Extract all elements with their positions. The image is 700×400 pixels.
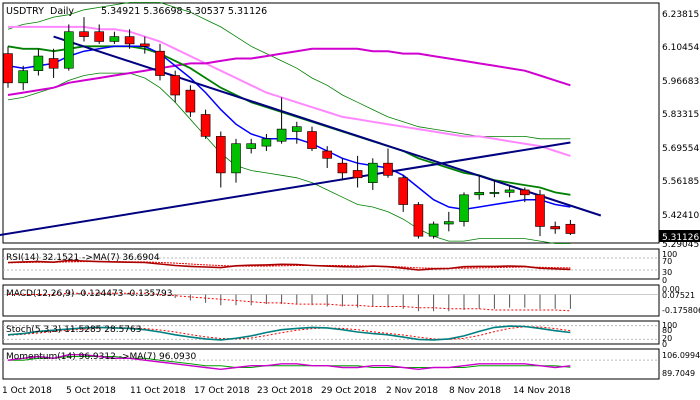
price-axis: 6.23815 6.10454 5.96683 5.83315 5.69554 … [662, 10, 699, 250]
date-tick: 5 Oct 2018 [66, 386, 116, 396]
candle [140, 43, 150, 47]
candle [200, 114, 211, 137]
price-tick: 5.56185 [662, 177, 699, 187]
stoch-tick: 100 [662, 321, 677, 330]
macd-plot [3, 290, 659, 312]
date-tick: 23 Oct 2018 [257, 386, 313, 396]
candle [367, 162, 378, 183]
candle [276, 128, 287, 142]
candle [48, 58, 59, 69]
momentum-tick: 89.7049 [662, 369, 695, 378]
price-tick: 5.69554 [662, 144, 699, 154]
price-tick: 6.23815 [662, 10, 699, 20]
stoch-plot [3, 325, 659, 341]
bollinger-lower [7, 72, 571, 244]
price-tick: 5.29045 [662, 240, 699, 250]
momentum-plot [3, 354, 659, 371]
candle [337, 162, 348, 174]
candle [504, 189, 515, 193]
candle [109, 36, 120, 42]
rsi-tick: 30 [662, 268, 672, 277]
candle [246, 143, 256, 149]
candle [535, 194, 545, 227]
symbol-label: USDTRY [6, 6, 44, 17]
ohlc-readout: 5.34921 5.36698 5.30537 5.31126 [101, 6, 267, 17]
candle [185, 89, 196, 113]
uptrend-line [0, 141, 571, 236]
candle [459, 194, 469, 222]
candle [261, 138, 272, 147]
rsi-tick: 0 [662, 276, 667, 285]
date-tick: 8 Nov 2018 [449, 386, 501, 396]
candle [474, 192, 485, 196]
candle [383, 162, 393, 176]
current-price-label: 5.31126 [662, 233, 699, 243]
macd-tick: 0.00 [662, 285, 680, 294]
rsi-line [7, 259, 571, 271]
candle [550, 226, 561, 230]
candle [79, 31, 89, 37]
candle [443, 221, 454, 225]
candle [398, 177, 409, 205]
candle [307, 131, 317, 149]
stoch-tick: 20 [662, 334, 672, 343]
macd-tick: -0.175806 [662, 306, 700, 315]
date-tick: 1 Oct 2018 [2, 386, 52, 396]
candle [428, 223, 439, 237]
candle [94, 31, 104, 42]
candle [155, 50, 165, 76]
date-tick: 11 Oct 2018 [130, 386, 186, 396]
price-plot [0, 2, 602, 244]
stoch-tick: 0 [662, 340, 667, 349]
stoch-tick: 80 [662, 326, 672, 335]
candle [352, 170, 363, 179]
rsi-tick: 100 [662, 250, 677, 259]
candle [170, 75, 180, 96]
price-tick: 5.96683 [662, 77, 699, 87]
candle [519, 189, 530, 196]
stoch-main-line [7, 325, 571, 341]
current-price-box [659, 230, 700, 242]
rsi-plot [3, 257, 659, 271]
macd-panel[interactable] [2, 284, 660, 317]
candle [489, 192, 500, 194]
date-tick: 17 Oct 2018 [194, 386, 250, 396]
date-tick: 14 Nov 2018 [513, 386, 571, 396]
ma-magenta-line [7, 47, 571, 96]
macd-signal-line [8, 292, 571, 312]
candle [413, 204, 424, 237]
candle [64, 31, 74, 69]
momentum-tick: 106.0994 [662, 351, 700, 360]
price-tick: 5.42410 [662, 211, 699, 221]
rsi-label: RSI(14) 32.1521 ->MA(7) 36.6904 [6, 253, 160, 263]
date-tick: 2 Nov 2018 [386, 386, 438, 396]
ma-blue-line [7, 45, 571, 211]
candle [33, 55, 44, 71]
ma-pink-line [8, 25, 571, 157]
candle [18, 70, 29, 84]
stoch-label: Stoch(5,3,3) 11.5285 28.5763 [6, 325, 141, 335]
price-tick: 6.10454 [662, 43, 699, 53]
time-axis: 1 Oct 2018 5 Oct 2018 11 Oct 2018 17 Oct… [2, 378, 659, 396]
rsi-tick: 70 [662, 257, 672, 266]
candle [3, 53, 13, 84]
candle [322, 150, 333, 159]
momentum-label: Momentum(14) 96.9312 ->MA(7) 96.0930 [6, 352, 197, 362]
candle [565, 223, 576, 234]
price-tick: 5.83315 [662, 110, 699, 120]
candle [124, 36, 135, 45]
candle [231, 143, 241, 174]
macd-label: MACD(12,26,9) -0.124473 -0.135793 [6, 289, 172, 299]
macd-tick: 0.07521 [662, 291, 695, 300]
candle [291, 126, 302, 132]
timeframe-label: Daily [50, 6, 74, 17]
candle [216, 136, 226, 174]
date-tick: 29 Oct 2018 [321, 386, 377, 396]
momentum-line [7, 354, 571, 371]
rsi-panel[interactable] [2, 248, 660, 280]
